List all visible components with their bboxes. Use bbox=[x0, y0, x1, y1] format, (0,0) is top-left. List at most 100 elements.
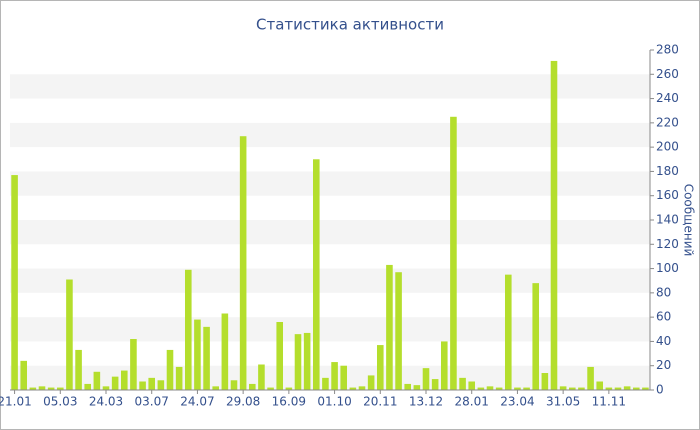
bar bbox=[614, 387, 622, 390]
bar bbox=[29, 387, 37, 390]
bar bbox=[20, 360, 28, 390]
bar bbox=[450, 116, 457, 391]
x-tick-label: 20.11 bbox=[363, 395, 397, 409]
bar bbox=[367, 375, 375, 390]
chart-title: Статистика активности bbox=[256, 16, 444, 34]
y-tick-label: 260 bbox=[656, 67, 679, 81]
bar bbox=[431, 379, 439, 390]
bar bbox=[276, 322, 284, 390]
y-tick-label: 220 bbox=[656, 115, 679, 129]
bar bbox=[642, 387, 649, 390]
bar bbox=[632, 387, 640, 390]
bar bbox=[422, 368, 430, 390]
bar bbox=[120, 370, 128, 390]
bar bbox=[550, 60, 558, 391]
bar bbox=[175, 366, 183, 390]
bar bbox=[578, 387, 585, 390]
bar bbox=[303, 332, 311, 390]
bar bbox=[285, 387, 293, 390]
bar bbox=[102, 386, 110, 390]
bar bbox=[66, 279, 73, 390]
grid-band bbox=[10, 317, 650, 342]
bar bbox=[541, 373, 549, 390]
x-tick-label: 13.12 bbox=[409, 395, 443, 409]
y-tick-label: 180 bbox=[656, 164, 679, 178]
bar bbox=[340, 365, 348, 390]
bar bbox=[587, 366, 594, 390]
bar bbox=[294, 334, 302, 390]
bar bbox=[504, 274, 512, 390]
x-tick-label: 23.04 bbox=[500, 395, 534, 409]
x-tick-label: 11.11 bbox=[592, 395, 626, 409]
bar bbox=[559, 386, 567, 390]
y-tick-label: 80 bbox=[656, 285, 671, 299]
grid-band bbox=[10, 74, 650, 99]
y-tick-label: 140 bbox=[656, 213, 679, 227]
bar bbox=[139, 381, 146, 390]
y-tick-label: 60 bbox=[656, 310, 671, 324]
x-tick-label: 29.08 bbox=[226, 395, 260, 409]
x-tick-label: 16.09 bbox=[272, 395, 306, 409]
bar bbox=[322, 377, 329, 390]
bar bbox=[203, 326, 210, 390]
bar bbox=[130, 339, 137, 390]
bar bbox=[331, 362, 338, 390]
y-tick-label: 20 bbox=[656, 358, 671, 372]
bar bbox=[605, 387, 613, 390]
bar bbox=[477, 387, 485, 390]
bar bbox=[239, 136, 247, 390]
bar bbox=[258, 364, 265, 390]
bar bbox=[312, 159, 320, 390]
bar bbox=[157, 380, 165, 390]
y-tick-label: 100 bbox=[656, 261, 679, 275]
x-tick-label: 01.10 bbox=[317, 395, 351, 409]
x-tick-label: 28.01 bbox=[455, 395, 489, 409]
bar bbox=[395, 272, 402, 390]
x-tick-label: 24.03 bbox=[89, 395, 123, 409]
bar bbox=[148, 377, 156, 390]
bar bbox=[459, 377, 466, 390]
bar bbox=[532, 283, 540, 390]
bar bbox=[212, 386, 220, 390]
bar bbox=[468, 381, 476, 390]
bar bbox=[221, 313, 229, 390]
bar bbox=[358, 386, 366, 390]
grid-band bbox=[10, 171, 650, 196]
x-tick-label: 03.07 bbox=[135, 395, 169, 409]
bar bbox=[111, 376, 119, 390]
bar bbox=[84, 383, 92, 390]
bar bbox=[568, 387, 576, 390]
bar bbox=[486, 386, 494, 390]
y-tick-label: 0 bbox=[656, 383, 664, 397]
x-tick-label: 31.05 bbox=[546, 395, 580, 409]
bar bbox=[440, 341, 448, 390]
y-tick-label: 200 bbox=[656, 140, 679, 154]
bar bbox=[166, 349, 174, 390]
grid-band bbox=[10, 122, 650, 148]
bar bbox=[514, 387, 521, 390]
bar bbox=[523, 387, 530, 390]
bar bbox=[38, 386, 46, 390]
y-tick-label: 40 bbox=[656, 334, 671, 348]
y-tick-label: 160 bbox=[656, 188, 679, 202]
x-tick-label: 21.01 bbox=[0, 395, 32, 409]
grid-band bbox=[10, 268, 650, 293]
y-tick-label: 240 bbox=[656, 91, 679, 105]
x-tick-label: 05.03 bbox=[43, 395, 77, 409]
bar bbox=[47, 387, 55, 390]
y-tick-label: 280 bbox=[656, 43, 679, 57]
bar bbox=[413, 385, 421, 390]
bar bbox=[248, 383, 256, 390]
bar bbox=[194, 319, 201, 390]
grid-band bbox=[10, 220, 650, 245]
bar bbox=[267, 387, 274, 390]
bar bbox=[386, 264, 393, 390]
bar bbox=[495, 387, 503, 390]
x-tick-label: 24.07 bbox=[180, 395, 214, 409]
bar bbox=[404, 383, 412, 390]
bar bbox=[93, 371, 101, 390]
bar bbox=[56, 387, 64, 390]
